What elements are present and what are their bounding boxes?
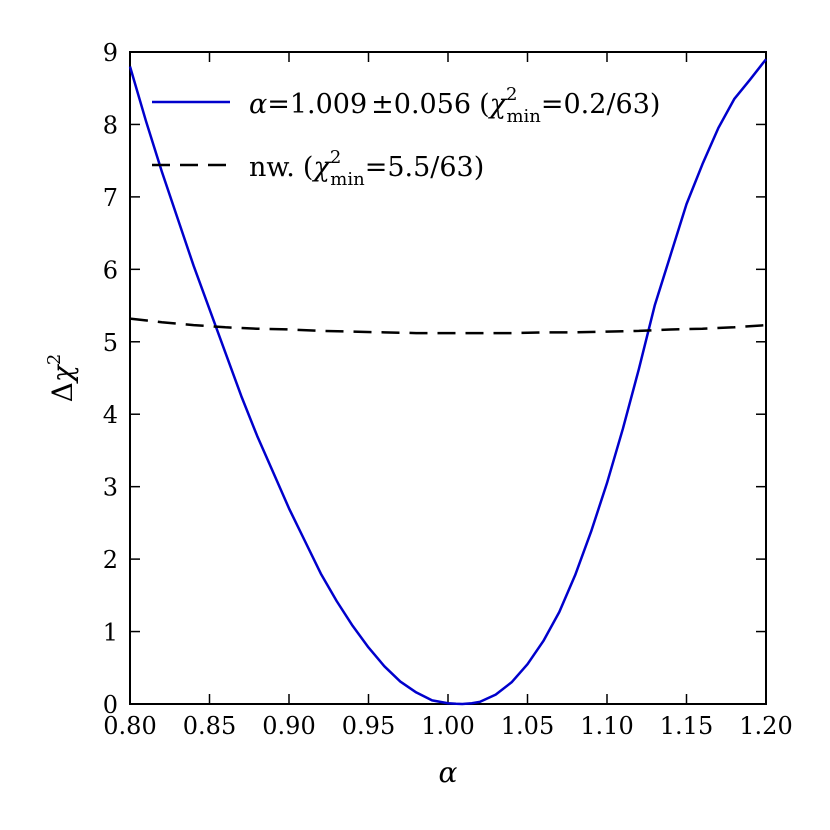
y-axis-ticks: 0 1 2 3 4 5 6 7 8 9: [103, 39, 766, 719]
y-tick-label: 4: [103, 401, 118, 429]
x-tick-label: 1.05: [501, 712, 554, 740]
y-tick-label: 7: [103, 184, 118, 212]
y-tick-label: 9: [103, 39, 118, 67]
y-tick-label: 1: [103, 619, 118, 647]
x-axis-ticks: 0.80 0.85 0.90 0.95 1.00 1.05 1.10 1.15 1.20: [103, 52, 793, 740]
x-tick-label: 1.20: [739, 712, 792, 740]
x-axis-label: α: [439, 756, 458, 789]
y-axis-label: Δχ2: [44, 354, 79, 403]
y-tick-label: 8: [103, 111, 118, 139]
x-tick-label: 0.85: [183, 712, 236, 740]
legend: α=1.009 ±0.056 (χ2 min=0.2/63) nw. (χ2 min=5.…: [152, 84, 660, 190]
x-tick-label: 0.95: [342, 712, 395, 740]
plot-area-frame: [129, 51, 767, 705]
y-tick-label: 5: [103, 329, 118, 357]
y-tick-label: 3: [103, 474, 118, 502]
y-tick-label: 2: [103, 546, 118, 574]
y-tick-label: 6: [103, 256, 118, 284]
series-line-nw: [129, 317, 767, 335]
x-tick-label: 0.90: [262, 712, 315, 740]
y-tick-label: 0: [103, 691, 118, 719]
x-tick-label: 1.10: [580, 712, 633, 740]
x-tick-label: 0.80: [103, 712, 156, 740]
x-tick-label: 1.15: [660, 712, 713, 740]
legend-fit-alpha: α: [249, 89, 267, 120]
x-tick-label: 1.00: [421, 712, 474, 740]
series-line-fit: [128, 58, 767, 706]
series-lines: [128, 58, 767, 706]
legend-label-nw: nw. (χ2 min=5.5/63): [249, 147, 484, 190]
legend-label-fit: α=1.009 ±0.056 (χ2 min=0.2/63): [249, 84, 660, 127]
